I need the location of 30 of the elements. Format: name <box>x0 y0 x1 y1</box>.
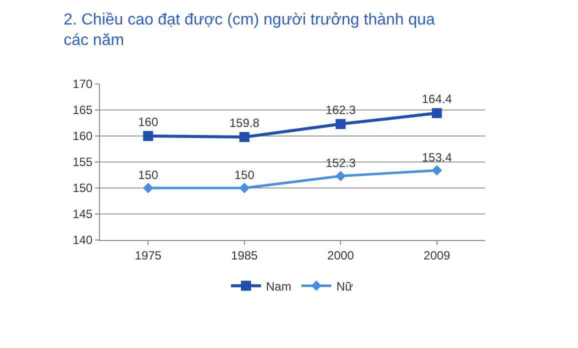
point <box>143 131 154 141</box>
y-tick-label: 155 <box>72 155 93 170</box>
legend-label: Nam <box>266 279 292 294</box>
x-tick-label: 1985 <box>231 248 258 262</box>
data-label: 159.8 <box>229 116 260 130</box>
y-tick-label: 170 <box>72 77 93 92</box>
data-label: 150 <box>234 168 255 182</box>
chart-title: 2. Chiều cao đạt được (cm) người trưởng thành qua các năm <box>64 11 436 50</box>
data-label: 160 <box>138 114 158 129</box>
x-tick-label: 1975 <box>134 248 162 262</box>
point <box>432 165 442 176</box>
data-label: 164.4 <box>422 92 452 106</box>
point <box>335 170 346 182</box>
y-tick-label: 145 <box>72 207 93 222</box>
point <box>336 119 346 130</box>
y-tick-label: 140 <box>72 233 93 248</box>
legend-label: Nữ <box>336 279 354 294</box>
x-tick-label: 2000 <box>327 248 354 262</box>
point <box>432 108 442 118</box>
y-tick-label: 165 <box>72 103 93 118</box>
data-label: 162.3 <box>326 102 356 117</box>
y-tick-label: 160 <box>72 129 93 144</box>
data-label: 150 <box>138 168 158 182</box>
point <box>239 182 250 194</box>
data-label: 152.3 <box>326 156 356 170</box>
data-label: 153.4 <box>422 150 452 164</box>
point <box>239 132 250 142</box>
x-tick-label: 2009 <box>424 248 451 262</box>
point <box>142 182 154 194</box>
y-tick-label: 150 <box>72 181 93 196</box>
